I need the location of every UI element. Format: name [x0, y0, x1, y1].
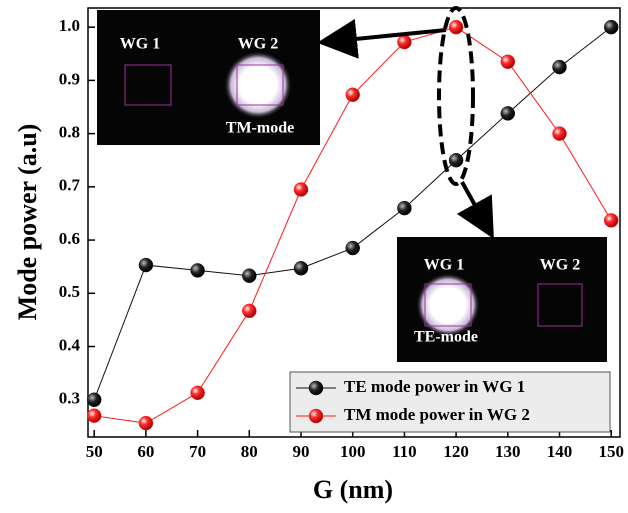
x-tick-label: 120	[443, 442, 469, 461]
y-axis-label: Mode power (a.u)	[13, 124, 42, 321]
data-point	[449, 153, 463, 167]
legend-marker	[309, 381, 323, 395]
inset-label: WG 2	[540, 257, 580, 274]
data-point	[191, 386, 205, 400]
data-point	[87, 393, 101, 407]
y-tick-label: 0.8	[59, 123, 80, 142]
x-tick-label: 130	[495, 442, 521, 461]
data-point	[346, 241, 360, 255]
x-tick-label: 140	[547, 442, 573, 461]
data-point	[87, 409, 101, 423]
inset-top: WG 1 WG 2 TM-mode	[97, 10, 320, 145]
x-tick-label: 110	[392, 442, 417, 461]
data-point	[553, 60, 567, 74]
y-tick-label: 0.6	[59, 229, 80, 248]
mode-glow	[224, 51, 292, 119]
x-tick-label: 100	[340, 442, 366, 461]
data-point	[139, 416, 153, 430]
data-point	[242, 304, 256, 318]
data-point	[397, 201, 411, 215]
data-point	[139, 258, 153, 272]
inset-label: WG 2	[238, 36, 278, 53]
data-point	[604, 20, 618, 34]
legend-label: TM mode power in WG 2	[344, 405, 530, 424]
data-point	[449, 20, 463, 34]
chart: G (nm) Mode power (a.u) 0.3 0.4 0.5 0.6 0.7 0…	[0, 0, 628, 513]
data-point	[191, 263, 205, 277]
mode-glow	[416, 273, 480, 337]
inset-label: WG 1	[424, 257, 464, 274]
x-axis-label: G (nm)	[313, 475, 393, 504]
data-point	[242, 269, 256, 283]
data-point	[501, 106, 515, 120]
arrow	[462, 182, 490, 232]
x-tick-label: 150	[598, 442, 624, 461]
legend-label: TE mode power in WG 1	[344, 377, 525, 396]
data-point	[397, 35, 411, 49]
data-point	[294, 183, 308, 197]
data-point	[501, 55, 515, 69]
x-tick-label: 50	[86, 442, 103, 461]
x-tick-label: 80	[241, 442, 258, 461]
data-point	[604, 213, 618, 227]
legend-marker	[309, 409, 323, 423]
x-tick-label: 60	[137, 442, 154, 461]
y-tick-label: 0.5	[59, 282, 80, 301]
arrow	[325, 30, 446, 42]
y-tick-label: 0.4	[59, 335, 81, 354]
x-tick-label: 70	[189, 442, 206, 461]
data-point	[294, 261, 308, 275]
data-point	[346, 88, 360, 102]
y-tick-label: 1.0	[59, 16, 80, 35]
legend: TE mode power in WG 1 TM mode power in WG…	[290, 372, 610, 432]
y-tick-label: 0.3	[59, 389, 80, 408]
inset-bottom: WG 1 WG 2 TE-mode	[397, 237, 607, 362]
inset-label: TE-mode	[414, 329, 478, 346]
y-tick-label: 0.7	[59, 176, 81, 195]
y-tick-label: 0.9	[59, 69, 80, 88]
x-tick-label: 90	[293, 442, 310, 461]
inset-label: TM-mode	[226, 120, 294, 137]
inset-label: WG 1	[120, 36, 160, 53]
data-point	[553, 127, 567, 141]
